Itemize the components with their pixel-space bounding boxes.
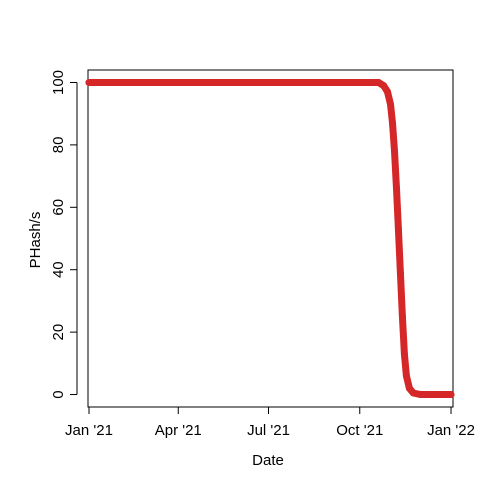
data-point — [388, 119, 396, 127]
data-point — [394, 225, 402, 233]
data-point — [265, 78, 273, 86]
y-tick-label: 0 — [50, 390, 67, 398]
y-axis: 0 20 40 60 80 100 — [50, 70, 78, 399]
data-point — [85, 78, 93, 86]
data-point — [384, 88, 392, 96]
data-point — [400, 350, 408, 358]
data-point — [356, 78, 364, 86]
data-point — [387, 100, 395, 108]
data-point — [416, 391, 424, 399]
y-tick-label: 60 — [50, 199, 67, 216]
data-point — [390, 147, 398, 155]
y-tick-label: 100 — [50, 70, 67, 95]
x-tick-label: Oct '21 — [336, 422, 383, 439]
y-tick-label: 80 — [50, 137, 67, 154]
x-axis: Jan '21 Apr '21 Jul '21 Oct '21 Jan '22 — [65, 406, 475, 439]
x-tick-label: Jan '22 — [427, 422, 475, 439]
data-point — [398, 313, 406, 321]
data-point — [380, 82, 388, 90]
data-point — [174, 78, 182, 86]
data-point — [405, 384, 413, 392]
y-tick-label: 20 — [50, 324, 67, 341]
x-tick-label: Jan '21 — [65, 422, 113, 439]
x-tick-label: Jul '21 — [247, 422, 290, 439]
x-axis-title: Date — [252, 452, 284, 469]
data-point — [409, 389, 417, 397]
y-axis-title: PHash/s — [27, 212, 44, 269]
series-line — [85, 79, 455, 398]
data-point — [402, 372, 410, 380]
series-layer — [85, 78, 455, 399]
data-point — [392, 185, 400, 193]
x-tick-label: Apr '21 — [155, 422, 202, 439]
data-point — [396, 269, 404, 277]
data-point — [447, 391, 455, 399]
y-tick-label: 40 — [50, 261, 67, 278]
